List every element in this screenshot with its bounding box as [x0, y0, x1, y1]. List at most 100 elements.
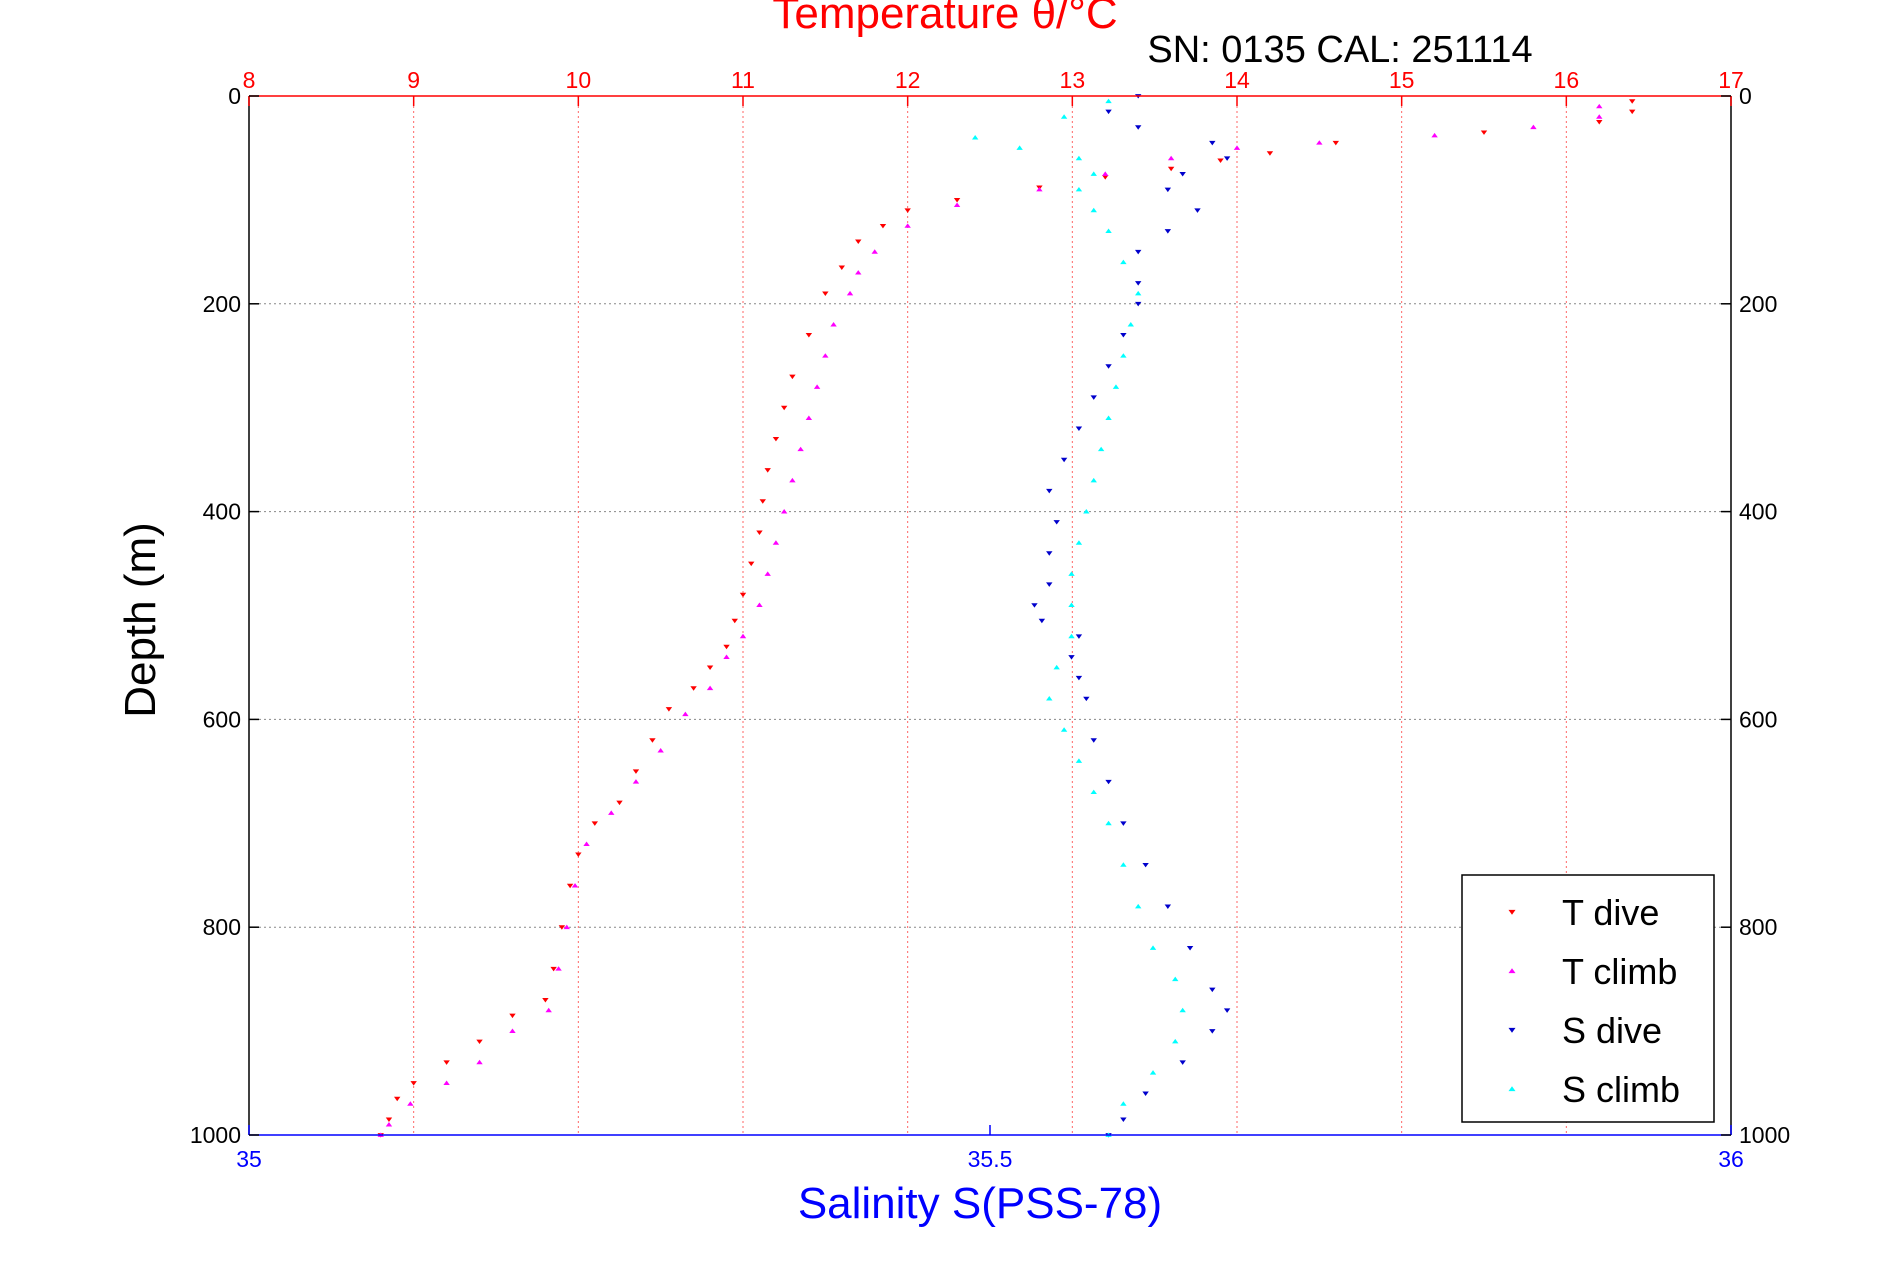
legend-label: T climb	[1562, 951, 1677, 992]
chart-title: Temperature θ/°C	[772, 0, 1117, 38]
series-s-dive	[1031, 94, 1231, 1138]
depth-tick-label: 0	[1739, 83, 1752, 109]
data-point	[772, 540, 780, 545]
data-point	[739, 633, 747, 639]
data-point	[385, 1117, 393, 1122]
data-point	[1075, 426, 1083, 432]
data-point	[1209, 140, 1216, 146]
data-point	[1223, 156, 1231, 161]
data-point	[1046, 696, 1053, 701]
chart-subtitle: SN: 0135 CAL: 251114	[1147, 29, 1532, 71]
data-point	[1075, 155, 1083, 161]
data-point	[1209, 987, 1216, 993]
data-point	[805, 333, 813, 338]
data-point	[407, 1101, 414, 1106]
legend-marker	[1508, 1027, 1516, 1033]
temperature-tick-label: 9	[407, 67, 420, 93]
data-point	[1194, 208, 1201, 213]
data-point	[1233, 145, 1241, 150]
data-point	[1135, 290, 1142, 296]
data-point	[871, 249, 878, 254]
data-point	[846, 290, 854, 296]
data-point	[1075, 675, 1083, 681]
data-point	[476, 1039, 483, 1045]
data-point	[1164, 229, 1172, 234]
salinity-axis-ticks: 35 35.5 36	[236, 1125, 1744, 1172]
data-point	[1266, 151, 1274, 156]
data-point	[855, 270, 862, 275]
data-point	[443, 1060, 450, 1065]
data-point	[822, 353, 829, 358]
temperature-tick-label: 14	[1224, 67, 1250, 93]
data-point	[1016, 145, 1023, 150]
depth-axis-label: Depth (m)	[116, 522, 165, 718]
data-point	[1105, 98, 1112, 104]
data-point	[632, 769, 640, 774]
data-point	[1090, 171, 1097, 176]
data-point	[649, 738, 656, 743]
temperature-axis-ticks: 8 9 10 11 12 13 14 15 16 17	[243, 67, 1744, 106]
data-point	[1036, 186, 1043, 192]
data-point	[1135, 903, 1142, 909]
legend-marker	[1508, 1086, 1516, 1092]
data-point	[706, 665, 714, 671]
salinity-tick-label: 35	[236, 1146, 262, 1172]
data-point	[723, 644, 730, 650]
data-point	[1031, 603, 1038, 608]
data-point	[789, 374, 796, 380]
data-point	[1105, 109, 1112, 115]
data-point	[608, 810, 615, 815]
data-point	[1223, 1008, 1231, 1013]
depth-tick-label: 600	[203, 706, 241, 732]
data-point	[1053, 664, 1060, 670]
data-point	[550, 966, 557, 972]
depth-tick-label: 400	[203, 499, 241, 525]
data-point	[1217, 158, 1224, 163]
data-point	[1060, 727, 1068, 732]
data-point	[904, 223, 911, 228]
data-point	[1090, 477, 1097, 483]
data-point	[1097, 446, 1105, 452]
data-point	[657, 748, 664, 753]
legend-box	[1461, 874, 1715, 1123]
data-point	[1149, 945, 1157, 950]
data-point	[904, 208, 911, 213]
data-point	[1112, 384, 1120, 389]
data-point	[1167, 166, 1175, 172]
data-point	[1090, 738, 1097, 743]
data-point	[1105, 415, 1112, 421]
data-point	[1142, 1091, 1149, 1096]
temperature-tick-label: 13	[1060, 67, 1086, 93]
data-point	[1120, 1101, 1127, 1106]
data-point	[509, 1028, 516, 1034]
data-point	[1102, 175, 1109, 180]
data-point	[385, 1122, 393, 1127]
data-point	[1135, 249, 1142, 255]
data-point	[1179, 172, 1186, 177]
depth-tick-label: 800	[203, 914, 241, 940]
data-point	[953, 202, 961, 208]
data-point	[476, 1059, 483, 1065]
legend: T dive T climb S dive S climb	[1461, 874, 1715, 1123]
data-point	[1164, 904, 1172, 909]
data-point	[1105, 820, 1112, 826]
legend-label: S dive	[1562, 1010, 1662, 1051]
data-point	[1120, 353, 1127, 358]
salinity-tick-label: 35.5	[968, 1146, 1013, 1172]
data-point	[813, 384, 821, 389]
data-point	[1068, 571, 1075, 576]
data-point	[443, 1080, 450, 1085]
data-point	[759, 499, 766, 504]
data-point	[1135, 125, 1142, 130]
data-point	[1068, 602, 1075, 608]
series-t-climb	[377, 103, 1603, 1137]
data-point	[632, 779, 640, 784]
legend-marker	[1508, 968, 1516, 974]
data-point	[731, 618, 738, 624]
data-point	[1105, 779, 1112, 785]
data-point	[545, 1007, 552, 1013]
data-point	[1120, 821, 1127, 826]
data-point	[690, 686, 697, 691]
data-point	[1075, 758, 1083, 763]
data-point	[1172, 1038, 1179, 1044]
